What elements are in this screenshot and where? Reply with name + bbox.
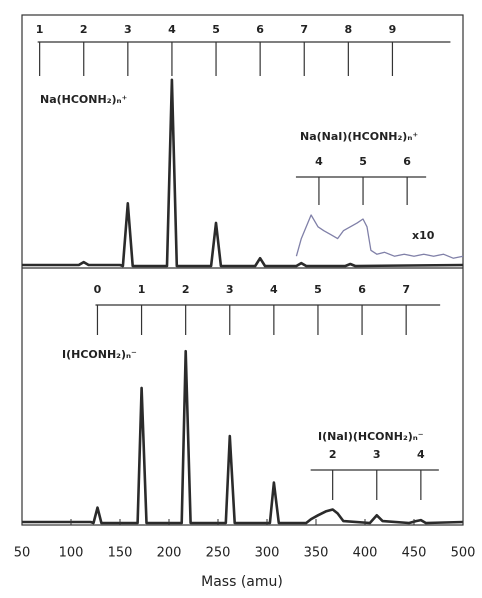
x-tick-label: 400 <box>353 546 378 561</box>
ladder-tick-label: 3 <box>226 283 234 296</box>
spectrum-line <box>22 78 464 268</box>
ladder-tick-label: 4 <box>417 448 425 461</box>
ladder-tick-label: 5 <box>359 155 367 168</box>
ladder-tick-label: 8 <box>345 23 353 36</box>
annotation: x10 <box>412 229 435 242</box>
x-tick-label: 350 <box>304 546 329 561</box>
x-tick-label: 450 <box>402 546 427 561</box>
ladder-label: I(NaI)(HCONH₂)ₙ⁻ <box>318 430 424 443</box>
ladder-label: Na(NaI)(HCONH₂)ₙ⁺ <box>300 130 418 143</box>
series-label: I(HCONH₂)ₙ⁻ <box>62 348 137 361</box>
x-tick-label: 500 <box>451 546 476 561</box>
ladder-tick-label: 7 <box>402 283 410 296</box>
x-tick-label: 200 <box>157 546 182 561</box>
ladder-tick-label: 2 <box>329 448 337 461</box>
ladder-tick-label: 2 <box>182 283 190 296</box>
ladder-tick-label: 4 <box>168 23 176 36</box>
ladder-tick-label: 0 <box>94 283 102 296</box>
ladder-tick-label: 1 <box>36 23 44 36</box>
x-tick-label: 250 <box>206 546 231 561</box>
ladder-tick-label: 6 <box>403 155 411 168</box>
ladder-tick-label: 3 <box>373 448 381 461</box>
x-tick-label: 50 <box>14 546 31 561</box>
ladder-tick-label: 7 <box>300 23 308 36</box>
ladder-tick-label: 2 <box>80 23 88 36</box>
x-tick-label: 150 <box>108 546 133 561</box>
spectrum-line <box>22 349 464 525</box>
ladder-tick-label: 5 <box>314 283 322 296</box>
spectrum-line <box>295 214 464 259</box>
ladder-tick-label: 4 <box>315 155 323 168</box>
series-label: Na(HCONH₂)ₙ⁺ <box>40 93 128 106</box>
x-tick-label: 100 <box>59 546 84 561</box>
ladder-tick-label: 1 <box>138 283 146 296</box>
ladder-tick-label: 4 <box>270 283 278 296</box>
ladder-tick-label: 6 <box>358 283 366 296</box>
ladder-tick-label: 5 <box>212 23 220 36</box>
ladder-tick-label: 9 <box>389 23 397 36</box>
ladder-tick-label: 3 <box>124 23 132 36</box>
x-tick-label: 300 <box>255 546 280 561</box>
frame <box>21 14 464 526</box>
x-axis-label: Mass (amu) <box>201 574 283 590</box>
ladder-tick-label: 6 <box>256 23 264 36</box>
